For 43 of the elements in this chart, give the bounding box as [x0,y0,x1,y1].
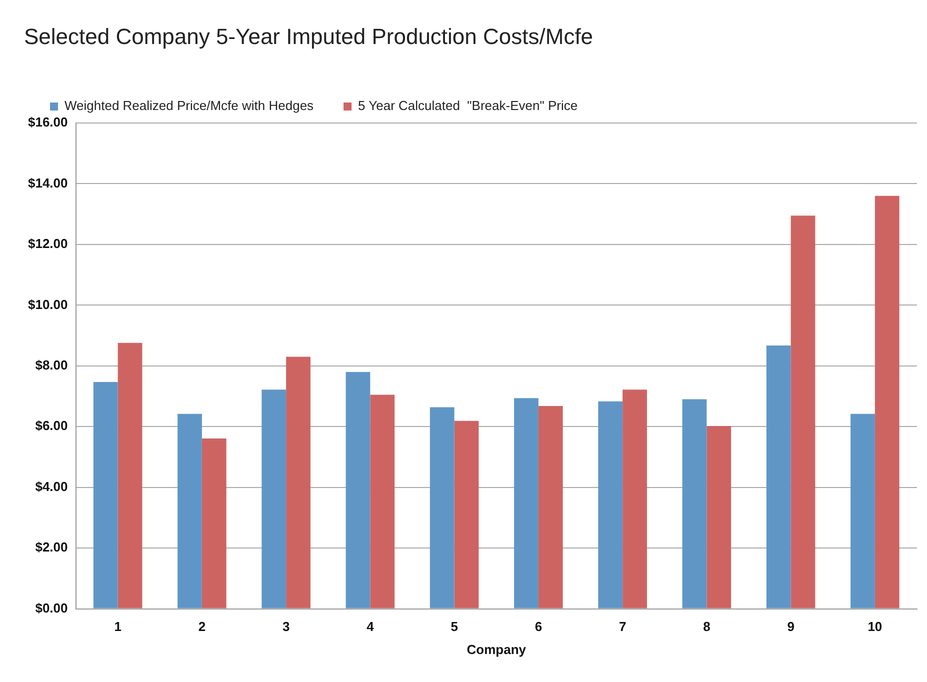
y-tick-label: $4.00 [35,478,68,494]
y-tick-label: $14.00 [28,175,68,190]
bar [454,420,479,608]
bar [286,356,310,608]
bar [346,372,370,608]
x-tick-label: 1 [114,619,122,634]
legend-label: 5 Year Calculated "Break-Even" Price [358,98,578,114]
bar [202,438,226,608]
x-tick-label: 9 [787,619,794,634]
y-tick-label: $0.00 [35,600,68,616]
x-tick-label: 6 [534,619,542,634]
bar [514,398,538,608]
bar [598,401,623,608]
y-tick-label: $8.00 [35,357,68,372]
bar [790,216,816,608]
x-tick-label: 8 [703,619,710,634]
bar [118,342,142,608]
x-tick-label: 4 [366,619,375,634]
bar [262,390,286,608]
legend-label: Weighted Realized Price/Mcfe with Hedges [64,98,314,114]
bar [622,390,647,608]
bar [93,382,118,608]
bar [430,407,454,608]
y-tick-label: $12.00 [28,236,68,252]
bar [706,426,732,608]
y-tick-label: $16.00 [28,114,68,130]
bar [682,399,707,608]
bar [538,406,563,608]
y-tick-label: $10.00 [28,296,68,312]
bar [766,346,791,608]
x-axis-title: Company [466,642,527,657]
y-tick-label: $6.00 [35,418,68,434]
x-tick-label: 2 [198,619,206,634]
x-tick-label: 10 [868,619,882,634]
x-tick-label: 5 [450,619,458,634]
bar [874,196,900,608]
chart-title: Selected Company 5-Year Imputed Production Costs/Mcfe [24,24,594,50]
bar [178,414,202,608]
x-tick-label: 3 [282,619,290,634]
bar [850,414,875,608]
bar [370,394,395,608]
y-tick-label: $2.00 [35,540,68,555]
x-tick-label: 7 [618,619,626,634]
